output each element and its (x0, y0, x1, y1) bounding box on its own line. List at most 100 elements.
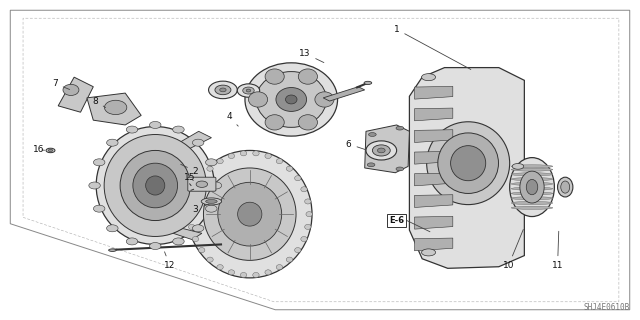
Ellipse shape (48, 149, 52, 152)
Ellipse shape (120, 150, 190, 220)
Ellipse shape (237, 202, 262, 226)
Ellipse shape (512, 164, 524, 169)
Ellipse shape (217, 265, 223, 270)
Polygon shape (173, 228, 202, 240)
Ellipse shape (248, 92, 268, 107)
Ellipse shape (301, 236, 307, 242)
Ellipse shape (228, 153, 235, 158)
Ellipse shape (198, 176, 205, 181)
Ellipse shape (367, 163, 375, 167)
Ellipse shape (511, 192, 553, 195)
Ellipse shape (511, 178, 553, 181)
Ellipse shape (511, 201, 553, 204)
Ellipse shape (198, 248, 205, 253)
Text: 15: 15 (184, 173, 195, 182)
Ellipse shape (218, 182, 282, 246)
Ellipse shape (193, 225, 204, 232)
Ellipse shape (104, 100, 127, 115)
Ellipse shape (192, 187, 198, 192)
Polygon shape (365, 125, 410, 173)
Ellipse shape (509, 158, 554, 217)
Ellipse shape (146, 176, 165, 195)
Ellipse shape (89, 182, 100, 189)
Ellipse shape (207, 257, 213, 262)
Ellipse shape (298, 115, 317, 130)
Text: 4: 4 (227, 113, 238, 126)
Polygon shape (179, 131, 211, 149)
Ellipse shape (305, 224, 311, 229)
Ellipse shape (205, 199, 217, 203)
Ellipse shape (207, 166, 213, 171)
Ellipse shape (126, 238, 138, 245)
Polygon shape (415, 216, 453, 229)
Polygon shape (87, 93, 141, 125)
Polygon shape (410, 68, 524, 268)
Ellipse shape (372, 145, 390, 156)
Ellipse shape (265, 153, 271, 158)
Ellipse shape (286, 166, 292, 171)
Ellipse shape (294, 176, 301, 181)
Ellipse shape (511, 197, 553, 200)
Ellipse shape (209, 81, 237, 99)
Ellipse shape (150, 243, 161, 250)
Ellipse shape (246, 89, 251, 92)
Ellipse shape (286, 257, 292, 262)
Ellipse shape (396, 126, 404, 130)
Ellipse shape (276, 265, 283, 270)
Ellipse shape (511, 187, 553, 190)
Ellipse shape (511, 206, 553, 209)
Ellipse shape (210, 182, 221, 189)
Ellipse shape (366, 141, 397, 160)
Ellipse shape (245, 63, 337, 136)
Text: 7: 7 (52, 79, 70, 90)
Ellipse shape (511, 173, 553, 176)
Ellipse shape (378, 148, 385, 153)
Text: SHJ4E0610B: SHJ4E0610B (584, 303, 630, 312)
Text: 1: 1 (394, 25, 471, 69)
Ellipse shape (107, 225, 118, 232)
Ellipse shape (126, 126, 138, 133)
Ellipse shape (315, 92, 334, 107)
Polygon shape (415, 195, 453, 207)
Text: 10: 10 (502, 229, 524, 270)
Polygon shape (415, 86, 453, 99)
Polygon shape (415, 173, 453, 186)
Ellipse shape (301, 187, 307, 192)
Text: 8: 8 (92, 97, 106, 108)
Ellipse shape (265, 115, 284, 130)
Ellipse shape (93, 205, 105, 212)
Polygon shape (323, 87, 365, 101)
Ellipse shape (451, 146, 486, 181)
Polygon shape (415, 238, 453, 251)
Ellipse shape (107, 139, 118, 146)
Ellipse shape (104, 134, 206, 236)
Ellipse shape (285, 95, 297, 104)
Ellipse shape (150, 122, 161, 128)
Ellipse shape (109, 249, 116, 252)
Ellipse shape (188, 150, 312, 278)
Ellipse shape (96, 126, 214, 244)
Ellipse shape (557, 177, 573, 197)
Ellipse shape (427, 122, 509, 204)
Ellipse shape (305, 199, 311, 204)
Ellipse shape (215, 85, 231, 95)
Polygon shape (58, 77, 93, 112)
Ellipse shape (526, 180, 538, 195)
Ellipse shape (561, 181, 570, 193)
Ellipse shape (511, 165, 553, 168)
Ellipse shape (438, 133, 499, 194)
Ellipse shape (188, 224, 195, 229)
Ellipse shape (253, 272, 259, 277)
Ellipse shape (133, 163, 177, 208)
Ellipse shape (63, 84, 79, 95)
Ellipse shape (205, 159, 217, 166)
Ellipse shape (276, 87, 307, 111)
Text: 16: 16 (33, 145, 45, 154)
Ellipse shape (298, 69, 317, 84)
Ellipse shape (396, 167, 404, 171)
Ellipse shape (422, 74, 436, 81)
Polygon shape (415, 108, 453, 121)
Ellipse shape (253, 151, 259, 156)
Ellipse shape (173, 126, 184, 133)
Text: E-6: E-6 (389, 216, 404, 225)
